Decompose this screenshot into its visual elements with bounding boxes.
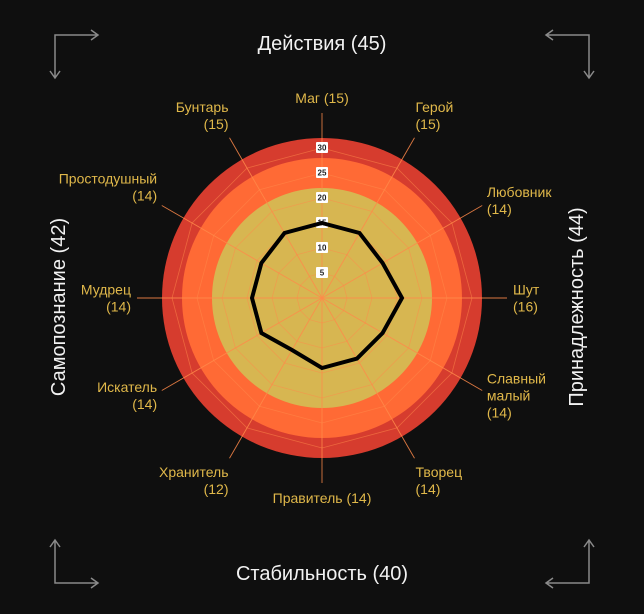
axis-label-line: Хранитель bbox=[159, 464, 229, 480]
tick-label: 5 bbox=[320, 269, 325, 278]
data-point bbox=[358, 231, 361, 235]
data-point bbox=[400, 296, 404, 300]
tick-bg bbox=[316, 267, 328, 278]
tick-bg bbox=[316, 167, 328, 178]
axis-label-5: Творец (14) bbox=[416, 464, 463, 497]
side-title-bottom: Стабильность (40) bbox=[236, 563, 408, 585]
axis-label-line: Шут bbox=[513, 282, 540, 298]
axis-label-line: (15) bbox=[204, 116, 229, 132]
corner-arrow-bottom-left bbox=[49, 538, 100, 589]
axis-label-line: (12) bbox=[204, 481, 229, 497]
tick-label: 10 bbox=[318, 244, 327, 253]
axis-label-line: Творец bbox=[416, 464, 463, 480]
tick-label: 25 bbox=[318, 169, 327, 178]
tick-label: 20 bbox=[318, 194, 327, 203]
spoke bbox=[321, 205, 483, 299]
axis-label-line: (16) bbox=[513, 299, 538, 315]
data-point bbox=[355, 357, 359, 361]
axis-label-4: Славный малый (14) bbox=[487, 371, 546, 421]
data-point bbox=[283, 231, 286, 235]
axis-label-line: Герой bbox=[416, 99, 454, 115]
data-point bbox=[259, 261, 263, 265]
axis-label-7: Хранитель (12) bbox=[159, 464, 229, 497]
data-point bbox=[250, 296, 254, 300]
tick-bg bbox=[316, 242, 328, 253]
axis-label-line: малый bbox=[487, 388, 530, 404]
corner-arrow-top-right bbox=[544, 29, 595, 80]
spoke bbox=[161, 205, 323, 299]
spoke bbox=[321, 297, 483, 391]
tick-bg bbox=[316, 142, 328, 153]
side-title-right: Принадлежность (44) bbox=[566, 207, 588, 406]
data-series bbox=[249, 220, 405, 371]
tick-10: 10 bbox=[316, 242, 328, 253]
tick-20: 20 bbox=[316, 192, 328, 203]
corner-arrows bbox=[49, 29, 595, 589]
axis-label-line: Искатель bbox=[97, 379, 157, 395]
axis-label-10: Простодушный (14) bbox=[59, 171, 157, 204]
axis-label-1: Герой (15) bbox=[416, 99, 454, 132]
axis-label-line: (14) bbox=[132, 396, 157, 412]
axis-label-2: Любовник (14) bbox=[487, 184, 552, 217]
axis-label-line: Славный bbox=[487, 371, 546, 387]
data-point bbox=[290, 348, 294, 352]
axis-label-line: Мудрец bbox=[81, 282, 131, 298]
data-point bbox=[320, 366, 324, 370]
corner-arrow-top-left bbox=[49, 29, 100, 80]
side-title-top: Действия (45) bbox=[258, 33, 387, 55]
axis-label-line: Любовник bbox=[487, 184, 552, 200]
radar-grid bbox=[137, 113, 507, 483]
axis-label-8: Искатель (14) bbox=[97, 379, 157, 412]
spoke bbox=[229, 297, 323, 459]
data-point bbox=[381, 261, 385, 265]
axis-label-line: (14) bbox=[487, 405, 512, 421]
axis-labels: Маг (15)Герой (15)Любовник (14)Шут (16)Слав… bbox=[59, 90, 553, 506]
spoke bbox=[229, 137, 323, 299]
axis-label-3: Шут (16) bbox=[513, 282, 540, 315]
axis-label-line: (15) bbox=[416, 116, 441, 132]
tick-label: 30 bbox=[318, 144, 327, 153]
corner-arrow-bottom-right bbox=[544, 538, 595, 589]
axis-label-line: (14) bbox=[106, 299, 131, 315]
axis-label-11: Бунтарь (15) bbox=[176, 99, 229, 132]
axis-label-line: Бунтарь bbox=[176, 99, 229, 115]
axis-label-6: Правитель (14) bbox=[273, 490, 372, 506]
data-point bbox=[259, 331, 263, 335]
axis-label-line: Маг (15) bbox=[295, 90, 349, 106]
data-point bbox=[320, 221, 324, 225]
axis-label-9: Мудрец (14) bbox=[81, 282, 131, 315]
axis-label-0: Маг (15) bbox=[295, 90, 349, 106]
tick-bg bbox=[316, 192, 328, 203]
axis-label-line: Простодушный bbox=[59, 171, 157, 187]
tick-30: 30 bbox=[316, 142, 328, 153]
spoke bbox=[321, 137, 415, 299]
spoke bbox=[321, 297, 415, 459]
spoke bbox=[161, 297, 323, 391]
data-point bbox=[381, 331, 385, 335]
tick-5: 5 bbox=[316, 267, 328, 278]
tick-25: 25 bbox=[316, 167, 328, 178]
side-title-left: Самопознание (42) bbox=[48, 218, 70, 396]
axis-label-line: Правитель (14) bbox=[273, 490, 372, 506]
axis-label-line: (14) bbox=[132, 188, 157, 204]
axis-label-line: (14) bbox=[416, 481, 441, 497]
axis-label-line: (14) bbox=[487, 201, 512, 217]
